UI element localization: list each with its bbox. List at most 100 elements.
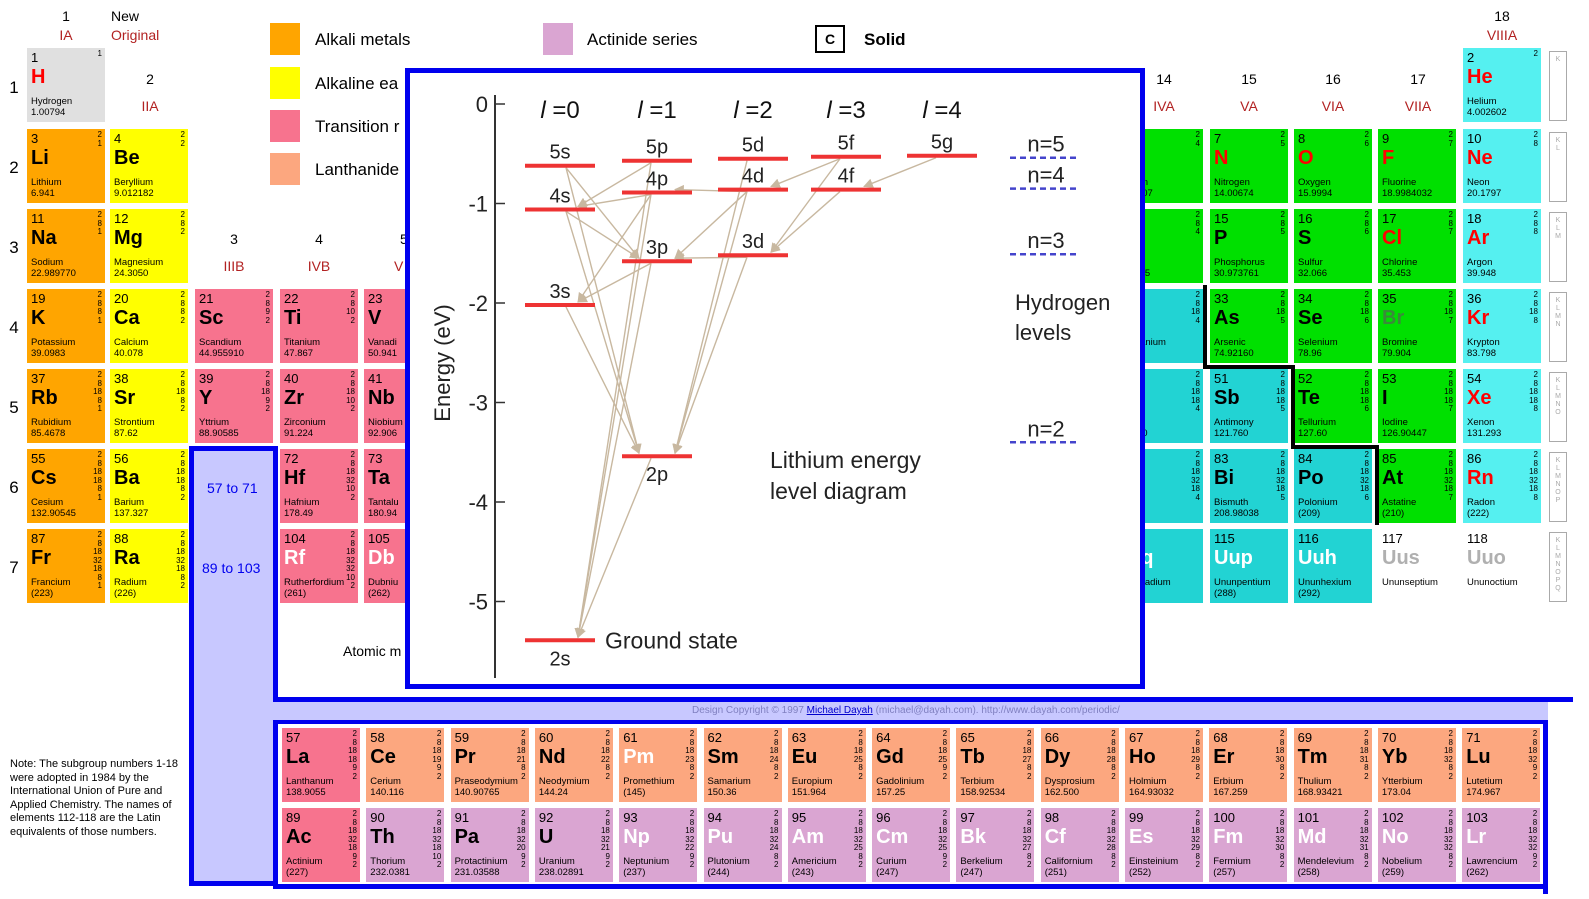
element-cell[interactable]: 18 Ar Argon 39.948 2 8 8 — [1463, 209, 1541, 283]
element-cell[interactable]: 37 Rb Rubidium 85.4678 2 8 18 8 1 — [27, 369, 105, 443]
element-name: Lutetium — [1466, 776, 1503, 787]
lanthanide-legend-label: Lanthanide — [315, 160, 400, 179]
element-cell[interactable]: 65 Tb Terbium 158.92534 2 8 18 27 8 2 — [956, 728, 1035, 802]
element-cell[interactable]: 116 Uuh Ununhexium (292) — [1294, 529, 1372, 603]
hydrogen-level-label: n=2 — [1027, 416, 1064, 441]
element-cell[interactable]: 84 Po Polonium (209) 2 8 18 32 18 6 — [1294, 449, 1372, 523]
element-cell[interactable]: 11 Na Sodium 22.989770 2 8 1 — [27, 209, 105, 283]
element-name: Argon — [1467, 257, 1493, 268]
element-cell[interactable]: 34 Se Selenium 78.96 2 8 18 6 — [1294, 289, 1372, 363]
element-cell[interactable]: 39 Y Yttrium 88.90585 2 8 18 9 2 — [195, 369, 273, 443]
element-cell[interactable]: 117 Uus Ununseptium — [1378, 529, 1456, 603]
group-16-roman: VIA — [1321, 98, 1345, 114]
f-block-frame-right — [1543, 719, 1548, 894]
element-cell[interactable]: 20 Ca Calcium 40.078 2 8 8 2 — [110, 289, 188, 363]
element-shells: 2 — [1533, 49, 1538, 58]
element-cell[interactable]: 4 Be Beryllium 9.012182 2 2 — [110, 129, 188, 203]
f-block-connector-column — [189, 446, 278, 886]
element-number: 56 — [114, 451, 129, 466]
element-cell[interactable]: 3 Li Lithium 6.941 2 1 — [27, 129, 105, 203]
element-cell[interactable]: 88 Ra Radium (226) 2 8 18 32 18 8 2 — [110, 529, 188, 603]
element-cell[interactable]: 8 O Oxygen 15.9994 2 6 — [1294, 129, 1372, 203]
element-cell[interactable]: 101 Md Mendelevium (258) 2 8 18 32 31 8 2 — [1293, 808, 1372, 882]
element-cell[interactable]: 91 Pa Protactinium 231.03588 2 8 18 32 20 9 2 — [450, 808, 529, 882]
energy-level-label: 4p — [646, 169, 668, 191]
element-cell[interactable]: 55 Cs Cesium 132.90545 2 8 18 18 8 1 — [27, 449, 105, 523]
element-cell[interactable]: 51 Sb Antimony 121.760 2 8 18 18 5 — [1210, 369, 1288, 443]
element-cell[interactable]: 89 Ac Actinium (227) 2 8 18 32 18 9 2 — [282, 808, 360, 882]
element-number: 118 — [1467, 531, 1488, 546]
element-cell[interactable]: 53 I Iodine 126.90447 2 8 18 18 7 — [1378, 369, 1456, 443]
element-cell[interactable]: 86 Rn Radon (222) 2 8 18 32 18 8 — [1463, 449, 1541, 523]
element-cell[interactable]: 60 Nd Neodymium 144.24 2 8 18 22 8 2 — [534, 728, 613, 802]
element-cell[interactable]: 92 U Uranium 238.02891 2 8 18 32 21 9 2 — [534, 808, 613, 882]
element-cell[interactable]: 115 Uup Ununpentium (288) — [1210, 529, 1288, 603]
element-cell[interactable]: 33 As Arsenic 74.92160 2 8 18 5 — [1210, 289, 1288, 363]
element-cell[interactable]: 56 Ba Barium 137.327 2 8 18 18 8 2 — [110, 449, 188, 523]
alkali-legend-label: Alkali metals — [315, 30, 411, 49]
element-symbol: Th — [370, 826, 395, 848]
element-cell[interactable]: 58 Ce Cerium 140.116 2 8 18 19 9 2 — [366, 728, 445, 802]
element-cell[interactable]: 22 Ti Titanium 47.867 2 8 10 2 — [280, 289, 358, 363]
element-cell[interactable]: 70 Yb Ytterbium 173.04 2 8 18 32 8 2 — [1377, 728, 1456, 802]
element-cell[interactable]: 96 Cm Curium (247) 2 8 18 32 25 9 2 — [872, 808, 951, 882]
element-mass: 30.973761 — [1214, 268, 1259, 279]
element-cell[interactable]: 17 Cl Chlorine 35.453 2 8 7 — [1378, 209, 1456, 283]
element-cell[interactable]: 104 Rf Rutherfordium (261) 2 8 18 32 32 10 2 — [280, 529, 358, 603]
element-cell[interactable]: 83 Bi Bismuth 208.98038 2 8 18 32 18 5 — [1210, 449, 1288, 523]
element-cell[interactable]: 62 Sm Samarium 150.36 2 8 18 24 8 2 — [703, 728, 782, 802]
lanthanide-placeholder: 57 to 71 — [207, 480, 258, 496]
element-cell[interactable]: 52 Te Tellurium 127.60 2 8 18 18 6 — [1294, 369, 1372, 443]
element-cell[interactable]: 93 Np Neptunium (237) 2 8 18 32 22 9 2 — [619, 808, 698, 882]
element-cell[interactable]: 10 Ne Neon 20.1797 2 8 — [1463, 129, 1541, 203]
element-cell[interactable]: 67 Ho Holmium 164.93032 2 8 18 29 8 2 — [1125, 728, 1203, 802]
element-cell[interactable]: 72 Hf Hafnium 178.49 2 8 18 32 10 2 — [280, 449, 358, 523]
element-cell[interactable]: 9 F Fluorine 18.9984032 2 7 — [1378, 129, 1456, 203]
element-number: 65 — [960, 730, 975, 745]
element-cell[interactable]: 21 Sc Scandium 44.955910 2 8 9 2 — [195, 289, 273, 363]
element-number: 2 — [1467, 50, 1475, 65]
element-cell[interactable]: 94 Pu Plutonium (244) 2 8 18 32 24 8 2 — [703, 808, 782, 882]
element-cell[interactable]: 100 Fm Fermium (257) 2 8 18 32 30 8 2 — [1209, 808, 1288, 882]
element-cell[interactable]: 118 Uuo Ununoctium — [1463, 529, 1541, 603]
element-cell[interactable]: 35 Br Bromine 79.904 2 8 18 7 — [1378, 289, 1456, 363]
element-cell[interactable]: 15 P Phosphorus 30.973761 2 8 5 — [1210, 209, 1288, 283]
element-cell[interactable]: 95 Am Americium (243) 2 8 18 32 25 8 2 — [787, 808, 866, 882]
element-name: Neon — [1467, 177, 1490, 188]
element-cell[interactable]: 64 Gd Gadolinium 157.25 2 8 18 25 9 2 — [872, 728, 951, 802]
element-cell[interactable]: 38 Sr Strontium 87.62 2 8 18 8 2 — [110, 369, 188, 443]
element-cell[interactable]: 99 Es Einsteinium (252) 2 8 18 32 29 8 2 — [1125, 808, 1203, 882]
element-cell[interactable]: 69 Tm Thulium 168.93421 2 8 18 31 8 2 — [1293, 728, 1372, 802]
element-cell[interactable]: 61 Pm Promethium (145) 2 8 18 23 8 2 — [619, 728, 698, 802]
element-mass: 79.904 — [1382, 348, 1412, 359]
element-cell[interactable]: 1 H Hydrogen 1.00794 1 — [27, 48, 105, 122]
element-cell[interactable]: 85 At Astatine (210) 2 8 18 32 18 7 — [1378, 449, 1456, 523]
element-cell[interactable]: 66 Dy Dysprosium 162.500 2 8 18 28 8 2 — [1040, 728, 1119, 802]
element-cell[interactable]: 19 K Potassium 39.0983 2 8 8 1 — [27, 289, 105, 363]
element-cell[interactable]: 57 La Lanthanum 138.9055 2 8 18 18 9 2 — [282, 728, 360, 802]
element-cell[interactable]: 2 He Helium 4.002602 2 — [1463, 48, 1541, 122]
element-cell[interactable]: 90 Th Thorium 232.0381 2 8 18 32 18 10 2 — [366, 808, 445, 882]
element-cell[interactable]: 40 Zr Zirconium 91.224 2 8 18 10 2 — [280, 369, 358, 443]
element-cell[interactable]: 71 Lu Lutetium 174.967 2 8 18 32 9 2 — [1462, 728, 1541, 802]
element-cell[interactable]: 103 Lr Lawrencium (262) 2 8 18 32 32 9 2 — [1462, 808, 1541, 882]
author-link[interactable]: Michael Dayah — [806, 705, 873, 716]
element-cell[interactable]: 87 Fr Francium (223) 2 8 18 32 18 8 1 — [27, 529, 105, 603]
energy-level-label: 2p — [646, 464, 668, 486]
transition-arrow — [576, 457, 652, 639]
group-18-number: 18 — [1494, 8, 1510, 24]
element-cell[interactable]: 63 Eu Europium 151.964 2 8 18 25 8 2 — [787, 728, 866, 802]
element-cell[interactable]: 102 No Nobelium (259) 2 8 18 32 32 8 2 — [1377, 808, 1456, 882]
element-cell[interactable]: 12 Mg Magnesium 24.3050 2 8 2 — [110, 209, 188, 283]
element-symbol: Rf — [284, 547, 306, 569]
element-cell[interactable]: 59 Pr Praseodymium 140.90765 2 8 18 21 8 2 — [450, 728, 529, 802]
element-cell[interactable]: 97 Bk Berkelium (247) 2 8 18 32 27 8 2 — [956, 808, 1035, 882]
element-cell[interactable]: 68 Er Erbium 167.259 2 8 18 30 8 2 — [1209, 728, 1288, 802]
element-cell[interactable]: 36 Kr Krypton 83.798 2 8 18 8 — [1463, 289, 1541, 363]
element-cell[interactable]: 54 Xe Xenon 131.293 2 8 18 18 8 — [1463, 369, 1541, 443]
element-cell[interactable]: 7 N Nitrogen 14.00674 2 5 — [1210, 129, 1288, 203]
element-cell[interactable]: 16 S Sulfur 32.066 2 8 6 — [1294, 209, 1372, 283]
element-cell[interactable]: 98 Cf Californium (251) 2 8 18 32 28 8 2 — [1040, 808, 1119, 882]
element-mass: 88.90585 — [199, 428, 239, 439]
